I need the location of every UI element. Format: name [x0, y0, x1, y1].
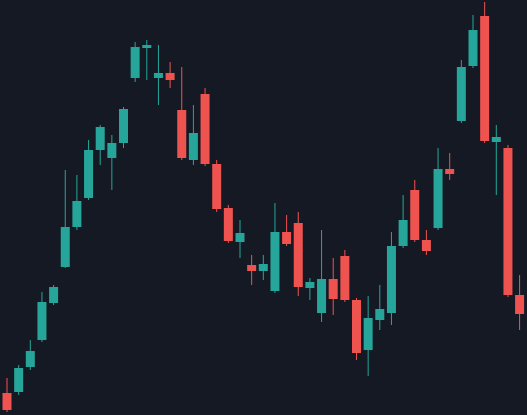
- candle-body: [340, 256, 350, 300]
- candle-body: [270, 232, 280, 291]
- candle-body: [200, 94, 210, 164]
- candle-body: [515, 295, 525, 314]
- candle-body: [25, 351, 35, 367]
- candle-body: [491, 137, 501, 142]
- candle-body: [480, 16, 490, 141]
- candle-body: [107, 143, 117, 158]
- candle-body: [177, 110, 187, 158]
- candle-body: [14, 368, 24, 392]
- candle-body: [37, 302, 47, 340]
- candle-body: [456, 67, 466, 121]
- candle-body: [258, 264, 268, 271]
- candle-body: [410, 190, 420, 240]
- candle-body: [503, 148, 513, 295]
- candle-body: [142, 45, 152, 48]
- candle-body: [165, 73, 175, 80]
- candle-body: [352, 300, 361, 353]
- candle-body: [375, 309, 385, 320]
- candle-body: [468, 30, 478, 66]
- candle-body: [363, 318, 373, 350]
- candle-body: [386, 246, 396, 313]
- candle-body: [49, 287, 59, 303]
- candle-body: [305, 282, 315, 288]
- candle-body: [247, 265, 257, 271]
- candle-body: [60, 227, 70, 267]
- candle-body: [445, 169, 455, 174]
- candle-body: [130, 47, 140, 78]
- candle-body: [72, 201, 82, 227]
- candle-body: [433, 169, 443, 228]
- candle-body: [293, 223, 303, 287]
- candle-body: [235, 233, 245, 242]
- candle-body: [95, 127, 105, 150]
- candle-body: [2, 393, 12, 410]
- candle-body: [223, 208, 233, 241]
- candle-body: [282, 232, 292, 244]
- candle-body: [119, 109, 128, 143]
- candle-body: [153, 73, 163, 78]
- candle-body: [421, 240, 431, 251]
- candle-body: [84, 150, 94, 198]
- candle-body: [398, 220, 408, 246]
- candle-body: [212, 164, 222, 209]
- candle-body: [317, 279, 327, 313]
- candle-body: [188, 133, 198, 160]
- candle-body: [328, 279, 338, 299]
